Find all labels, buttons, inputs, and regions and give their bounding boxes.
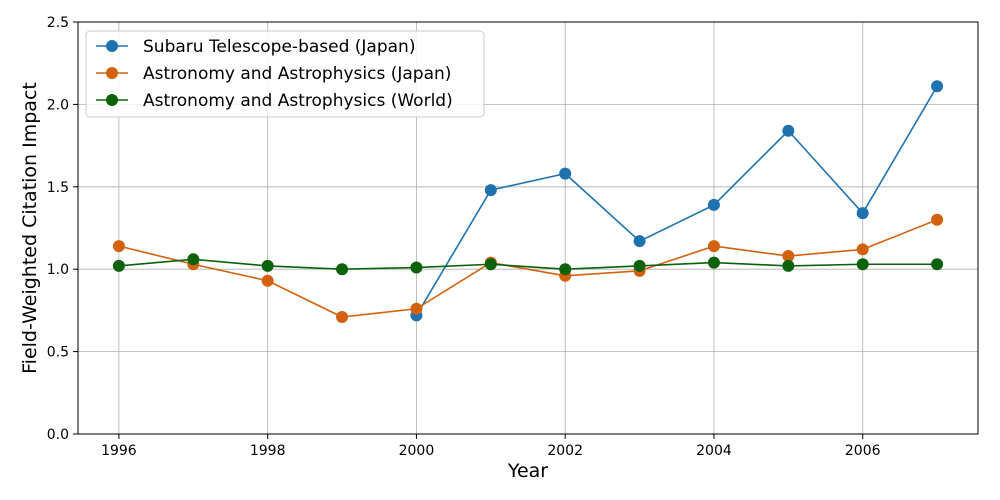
legend-entry: Astronomy and Astrophysics (World) bbox=[96, 91, 453, 111]
legend-box bbox=[85, 30, 485, 118]
series-0 bbox=[410, 80, 944, 322]
y-tick-label: 1.0 bbox=[47, 262, 69, 278]
series-line bbox=[118, 258, 938, 271]
data-point bbox=[261, 259, 274, 272]
x-tick-label: 1996 bbox=[101, 443, 137, 459]
series-line bbox=[415, 85, 938, 316]
x-tick-label: 2000 bbox=[399, 443, 435, 459]
data-point bbox=[112, 240, 125, 253]
legend-label: Subaru Telescope-based (Japan) bbox=[143, 37, 415, 57]
y-tick-label: 2.0 bbox=[47, 97, 69, 113]
data-point bbox=[559, 263, 572, 276]
data-point bbox=[707, 198, 720, 211]
data-point bbox=[336, 310, 349, 323]
series-line bbox=[118, 219, 938, 318]
legend: Subaru Telescope-based (Japan) Astronomy … bbox=[85, 30, 485, 118]
data-point bbox=[187, 253, 200, 266]
x-axis-label: Year bbox=[507, 460, 548, 482]
legend-marker bbox=[106, 67, 118, 79]
y-tick-label: 0.5 bbox=[47, 345, 69, 361]
data-point bbox=[782, 124, 795, 137]
y-axis-label: Field-Weighted Citation Impact bbox=[19, 82, 41, 374]
y-tick-label: 2.5 bbox=[47, 15, 69, 31]
data-point bbox=[931, 258, 944, 271]
data-point bbox=[336, 263, 349, 276]
x-tick-label: 2002 bbox=[547, 443, 583, 459]
data-point bbox=[410, 302, 423, 315]
data-point bbox=[112, 259, 125, 272]
x-tick-label: 2006 bbox=[845, 443, 881, 459]
series-1 bbox=[112, 213, 944, 323]
plot-frame bbox=[77, 21, 979, 435]
legend-label: Astronomy and Astrophysics (World) bbox=[143, 91, 453, 111]
data-point bbox=[856, 258, 869, 271]
data-point bbox=[559, 167, 572, 180]
legend-entry: Astronomy and Astrophysics (Japan) bbox=[96, 64, 451, 84]
data-point bbox=[707, 256, 720, 269]
data-point bbox=[484, 184, 497, 197]
data-point bbox=[782, 250, 795, 263]
legend-marker bbox=[106, 94, 118, 106]
data-point bbox=[782, 259, 795, 272]
data-point bbox=[633, 235, 646, 248]
y-tick-label: 0.0 bbox=[47, 427, 69, 443]
data-point bbox=[633, 259, 646, 272]
series-group bbox=[112, 80, 944, 323]
data-point bbox=[856, 207, 869, 220]
data-point bbox=[484, 258, 497, 271]
legend-marker bbox=[106, 40, 118, 52]
series-2 bbox=[112, 253, 944, 276]
legend-entry: Subaru Telescope-based (Japan) bbox=[96, 37, 415, 57]
x-tick-label: 2004 bbox=[696, 443, 732, 459]
data-point bbox=[931, 213, 944, 226]
ticks: 1996 1998 2000 2002 2004 2006 0.0 0.5 1.0 1.5 2.0 2… bbox=[47, 15, 881, 459]
data-point bbox=[931, 80, 944, 93]
legend-label: Astronomy and Astrophysics (Japan) bbox=[143, 64, 451, 84]
data-point bbox=[707, 240, 720, 253]
data-point bbox=[856, 243, 869, 256]
x-tick-label: 1998 bbox=[250, 443, 286, 459]
y-tick-label: 1.5 bbox=[47, 180, 69, 196]
data-point bbox=[261, 274, 274, 287]
data-point bbox=[410, 261, 423, 274]
